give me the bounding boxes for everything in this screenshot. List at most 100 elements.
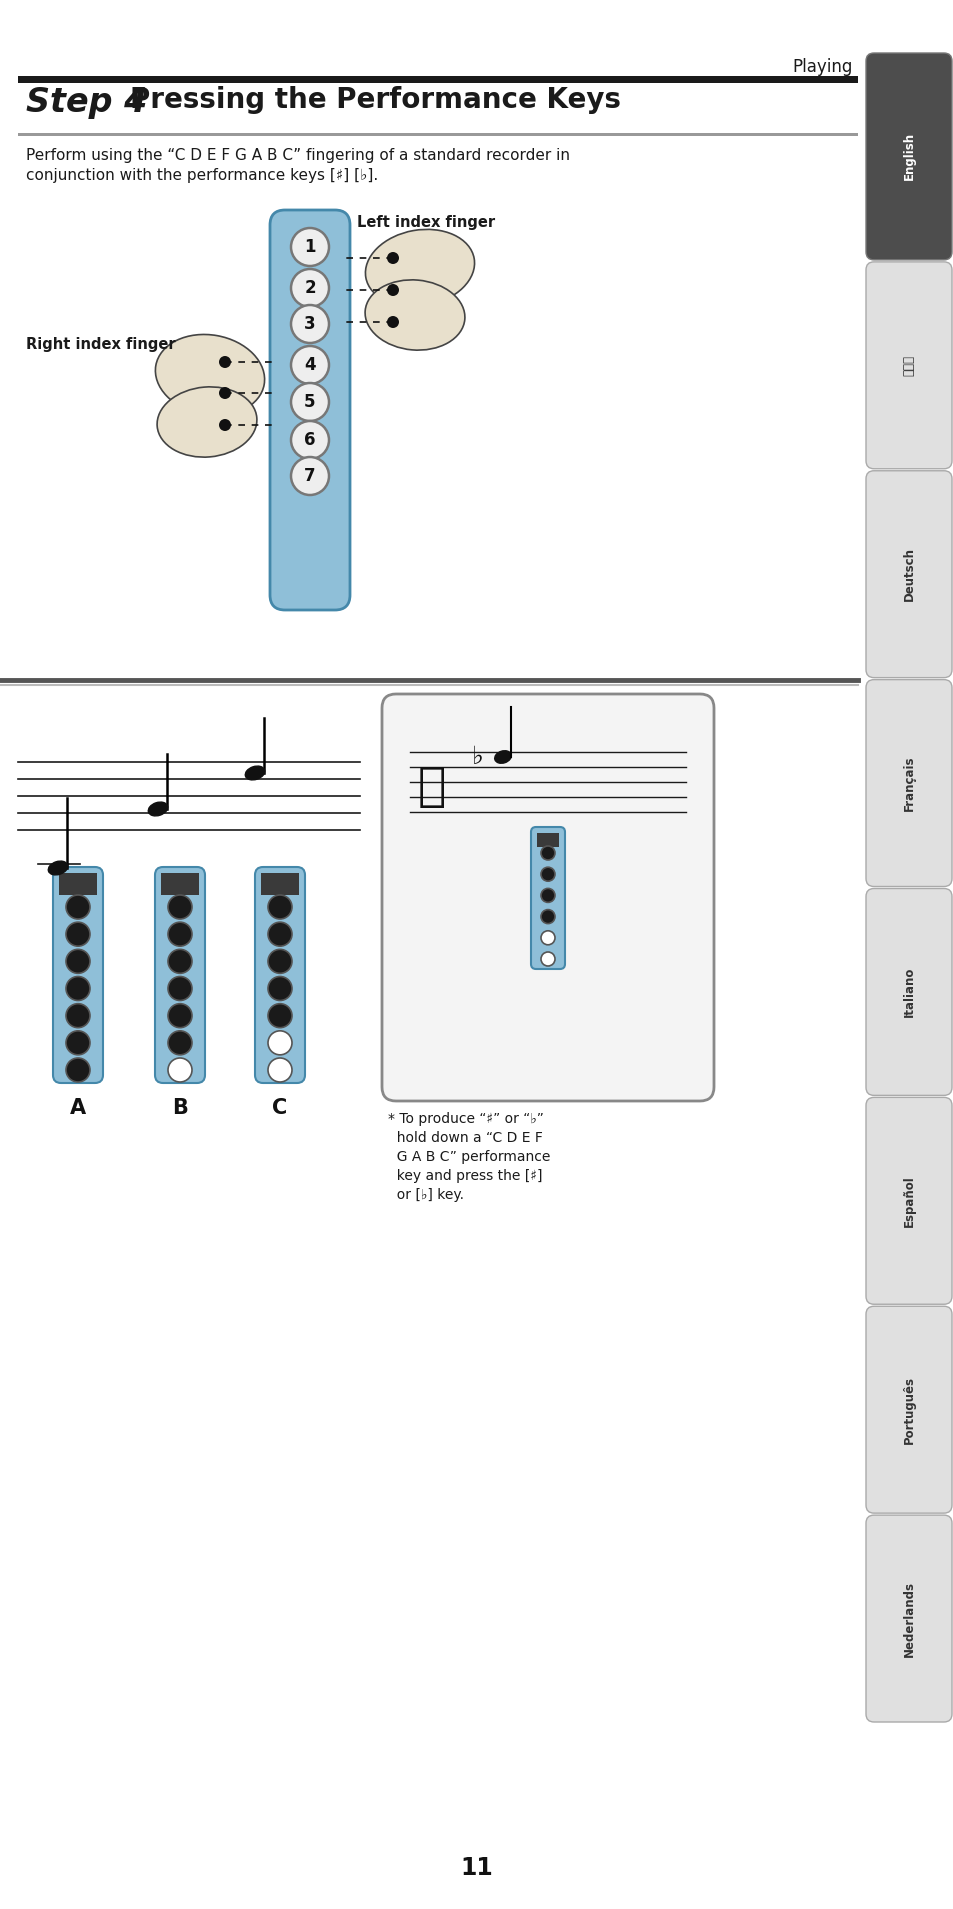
Text: Español: Español (902, 1174, 915, 1227)
Ellipse shape (157, 388, 256, 456)
Text: Playing: Playing (792, 57, 852, 76)
Bar (261, 872, 298, 895)
Text: Nederlands: Nederlands (902, 1581, 915, 1657)
FancyBboxPatch shape (270, 210, 350, 611)
Text: 2: 2 (304, 279, 315, 298)
Circle shape (540, 888, 555, 903)
Ellipse shape (49, 861, 68, 874)
Text: 11: 11 (460, 1856, 493, 1880)
Ellipse shape (245, 766, 264, 781)
Text: * To produce “♯” or “♭”: * To produce “♯” or “♭” (388, 1113, 543, 1126)
Text: A: A (70, 1098, 86, 1119)
FancyBboxPatch shape (254, 867, 305, 1082)
Text: 1: 1 (304, 239, 315, 256)
Circle shape (387, 252, 398, 263)
Text: 6: 6 (304, 431, 315, 449)
Circle shape (268, 949, 292, 974)
FancyBboxPatch shape (865, 888, 951, 1096)
Circle shape (268, 1031, 292, 1056)
FancyBboxPatch shape (531, 827, 564, 970)
Ellipse shape (365, 229, 474, 307)
Circle shape (291, 305, 329, 344)
Circle shape (66, 1058, 90, 1082)
Text: conjunction with the performance keys [♯] [♭].: conjunction with the performance keys [♯… (26, 168, 377, 183)
Circle shape (268, 895, 292, 918)
Circle shape (540, 953, 555, 966)
Text: ♭: ♭ (472, 745, 483, 769)
Bar (537, 832, 558, 848)
Text: Left index finger: Left index finger (356, 214, 495, 229)
Circle shape (219, 355, 231, 368)
Circle shape (66, 977, 90, 1000)
Bar (18, 134, 857, 136)
Text: Português: Português (902, 1376, 915, 1443)
Text: Perform using the “C D E F G A B C” fingering of a standard recorder in: Perform using the “C D E F G A B C” fing… (26, 149, 569, 162)
Circle shape (219, 418, 231, 431)
Text: Italiano: Italiano (902, 966, 915, 1017)
Circle shape (540, 909, 555, 924)
Text: or [♭] key.: or [♭] key. (388, 1187, 463, 1203)
Circle shape (540, 932, 555, 945)
Bar (161, 872, 199, 895)
FancyBboxPatch shape (865, 1516, 951, 1722)
Text: 日本語: 日本語 (902, 355, 915, 376)
Circle shape (268, 977, 292, 1000)
FancyBboxPatch shape (865, 262, 951, 470)
Circle shape (168, 977, 192, 1000)
Ellipse shape (365, 281, 464, 349)
Circle shape (540, 867, 555, 882)
Bar (18, 76, 857, 82)
Circle shape (291, 227, 329, 265)
Circle shape (66, 895, 90, 918)
Circle shape (168, 1004, 192, 1027)
FancyBboxPatch shape (53, 867, 103, 1082)
Circle shape (540, 846, 555, 859)
FancyBboxPatch shape (865, 1306, 951, 1514)
FancyBboxPatch shape (865, 680, 951, 886)
Text: B: B (172, 1098, 188, 1119)
Text: Pressing the Performance Keys: Pressing the Performance Keys (130, 86, 620, 115)
Text: 𝄞: 𝄞 (417, 764, 446, 809)
Circle shape (268, 1004, 292, 1027)
Circle shape (168, 1031, 192, 1056)
Text: 3: 3 (304, 315, 315, 332)
Ellipse shape (495, 750, 511, 764)
Circle shape (219, 388, 231, 399)
Circle shape (168, 1058, 192, 1082)
Ellipse shape (155, 334, 264, 416)
Circle shape (66, 922, 90, 947)
Circle shape (268, 1058, 292, 1082)
Text: G A B C” performance: G A B C” performance (388, 1149, 550, 1164)
Text: English: English (902, 132, 915, 181)
Circle shape (291, 422, 329, 458)
FancyBboxPatch shape (154, 867, 205, 1082)
Text: 5: 5 (304, 393, 315, 410)
Circle shape (291, 269, 329, 307)
Circle shape (66, 1004, 90, 1027)
Circle shape (387, 284, 398, 296)
Circle shape (291, 384, 329, 422)
Text: Right index finger: Right index finger (26, 338, 175, 353)
Circle shape (268, 922, 292, 947)
Circle shape (291, 456, 329, 494)
Circle shape (168, 895, 192, 918)
Text: 7: 7 (304, 468, 315, 485)
Ellipse shape (148, 802, 168, 815)
Circle shape (291, 346, 329, 384)
FancyBboxPatch shape (865, 472, 951, 678)
FancyBboxPatch shape (865, 53, 951, 260)
Text: 4: 4 (304, 355, 315, 374)
Circle shape (387, 317, 398, 328)
Text: key and press the [♯]: key and press the [♯] (388, 1168, 542, 1184)
Circle shape (66, 1031, 90, 1056)
Text: Step 4: Step 4 (26, 86, 147, 118)
Circle shape (168, 922, 192, 947)
Text: C: C (273, 1098, 287, 1119)
Circle shape (168, 949, 192, 974)
Text: Français: Français (902, 756, 915, 811)
FancyBboxPatch shape (381, 695, 713, 1101)
Circle shape (66, 949, 90, 974)
Bar (59, 872, 97, 895)
Text: hold down a “C D E F: hold down a “C D E F (388, 1130, 542, 1145)
FancyBboxPatch shape (865, 1098, 951, 1304)
